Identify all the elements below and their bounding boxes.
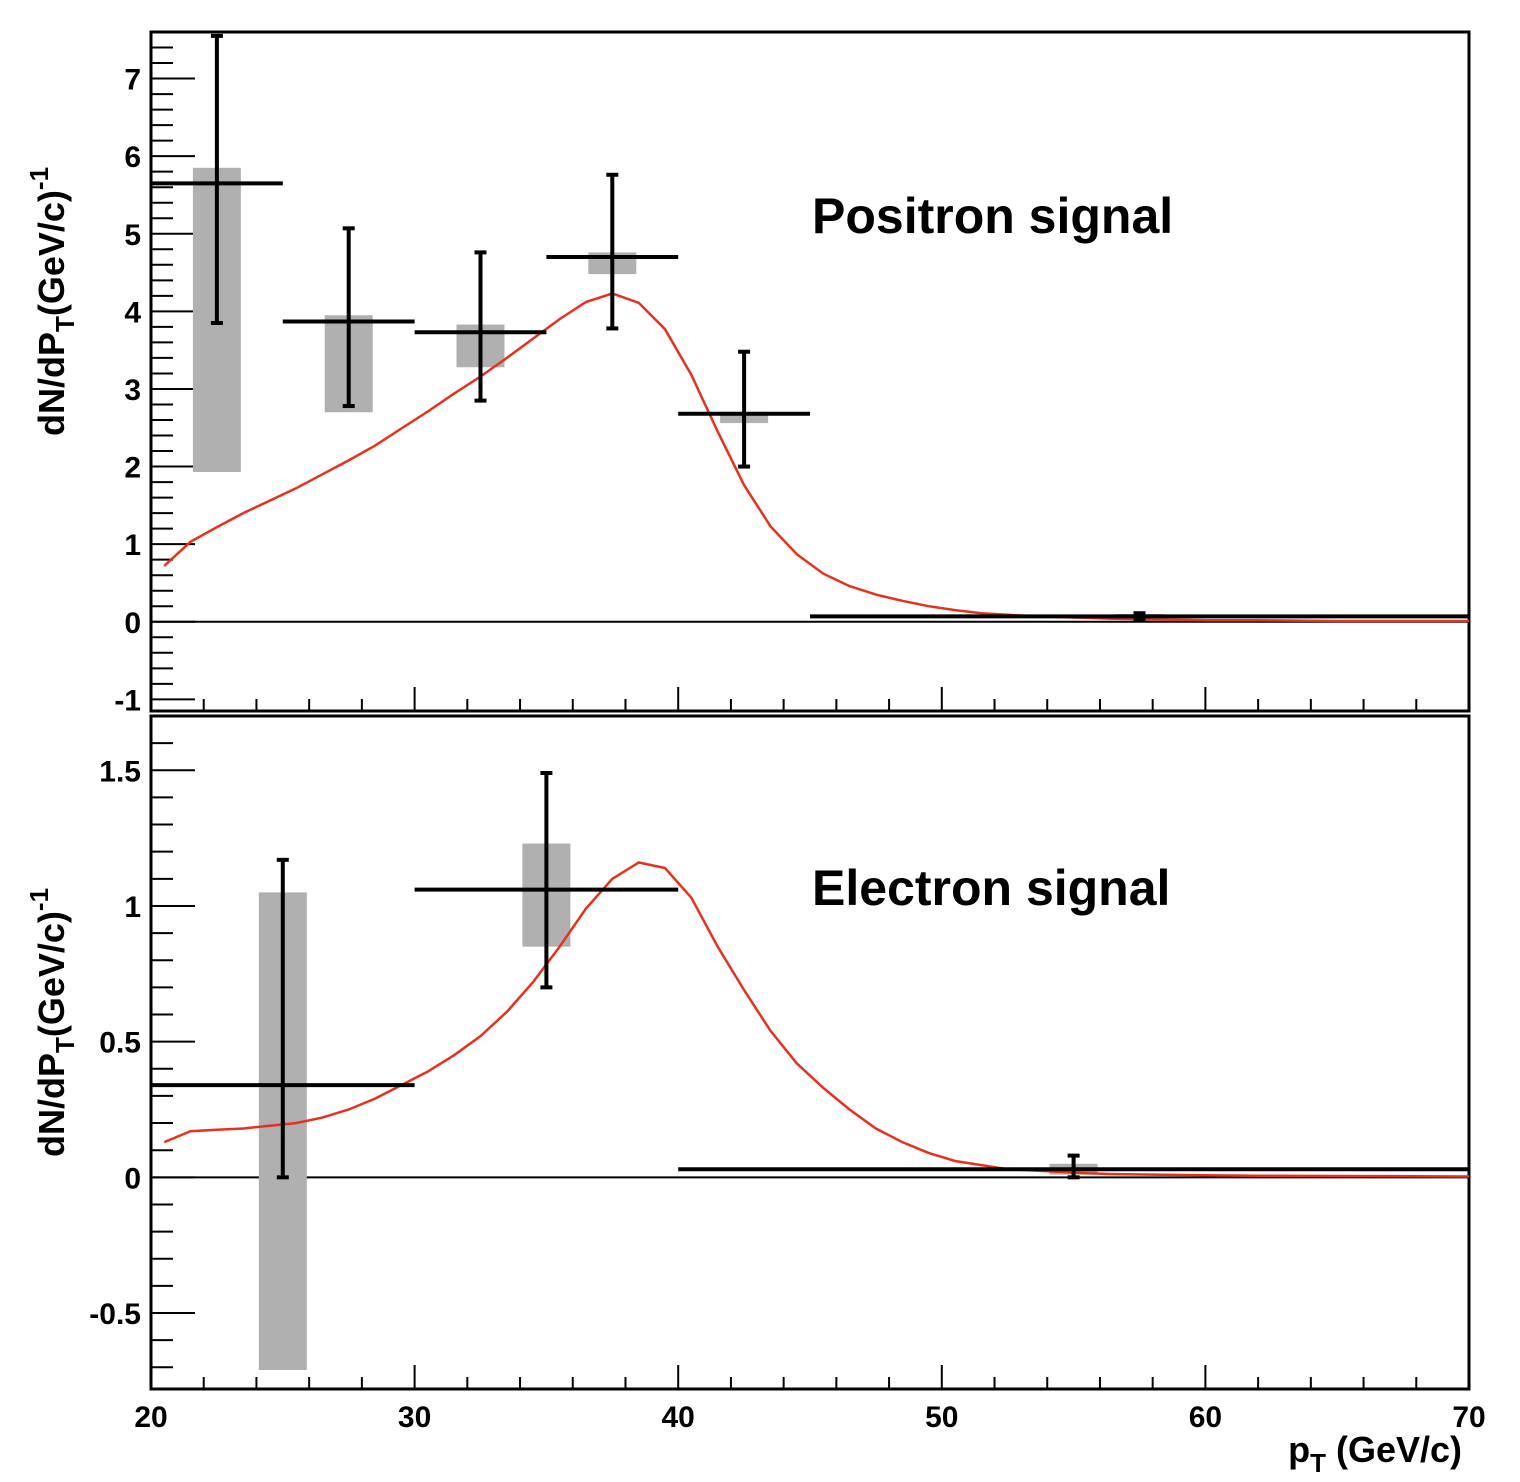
y-tick-label: 0.5	[99, 1027, 141, 1060]
y-tick-label: 3	[124, 374, 141, 407]
y-tick-label: 6	[124, 141, 141, 174]
panel-label: Electron signal	[812, 860, 1170, 916]
x-tick-label: 20	[134, 1401, 167, 1434]
x-tick-label: 50	[925, 1401, 958, 1434]
y-tick-label: 1	[124, 529, 141, 562]
x-tick-label: 40	[662, 1401, 695, 1434]
x-axis-title-main: p	[1288, 1429, 1310, 1470]
y-tick-label: -0.5	[89, 1298, 141, 1331]
x-axis-title-subscript: T	[1310, 1448, 1326, 1478]
y-axis-title-subscript: T	[50, 1037, 80, 1053]
y-axis-title-main: dN/dP	[31, 1053, 72, 1157]
y-axis-title-superscript: -1	[24, 888, 54, 911]
panel-label: Positron signal	[812, 188, 1173, 244]
y-tick-label: 0	[124, 1162, 141, 1195]
electron-panel: -0.5 0 0.5 1 1.5 20 30 40 50 60 70 Electron signal d…	[24, 714, 1486, 1478]
x-tick-label: 60	[1189, 1401, 1222, 1434]
y-axis-title-subscript: T	[50, 316, 80, 332]
model-curve	[163, 861, 1470, 1178]
plot-frame	[149, 30, 1471, 713]
y-tick-label: 4	[124, 296, 141, 329]
y-axis-title: dN/dPT(GeV/c)-1	[24, 167, 80, 436]
y-axis-title-superscript: -1	[24, 167, 54, 190]
y-axis-title: dN/dPT(GeV/c)-1	[24, 888, 80, 1157]
y-tick-label: 7	[124, 64, 141, 97]
y-axis-title-unit: (GeV/c)	[31, 190, 72, 316]
y-tick-label: 0	[124, 607, 141, 640]
plot-frame	[149, 714, 1471, 1391]
x-tick-label: 30	[398, 1401, 431, 1434]
x-tick-label: 70	[1452, 1401, 1485, 1434]
y-tick-label: 1.5	[99, 755, 141, 788]
y-tick-label: 2	[124, 452, 141, 485]
y-tick-label: 5	[124, 219, 141, 252]
y-axis-title-unit: (GeV/c)	[31, 911, 72, 1037]
x-axis-title: pT (GeV/c)	[1288, 1429, 1462, 1478]
x-axis-title-unit: (GeV/c)	[1336, 1429, 1462, 1470]
y-tick-label: 1	[124, 891, 141, 924]
y-axis-title-main: dN/dP	[31, 332, 72, 436]
y-tick-label: -1	[114, 684, 141, 717]
